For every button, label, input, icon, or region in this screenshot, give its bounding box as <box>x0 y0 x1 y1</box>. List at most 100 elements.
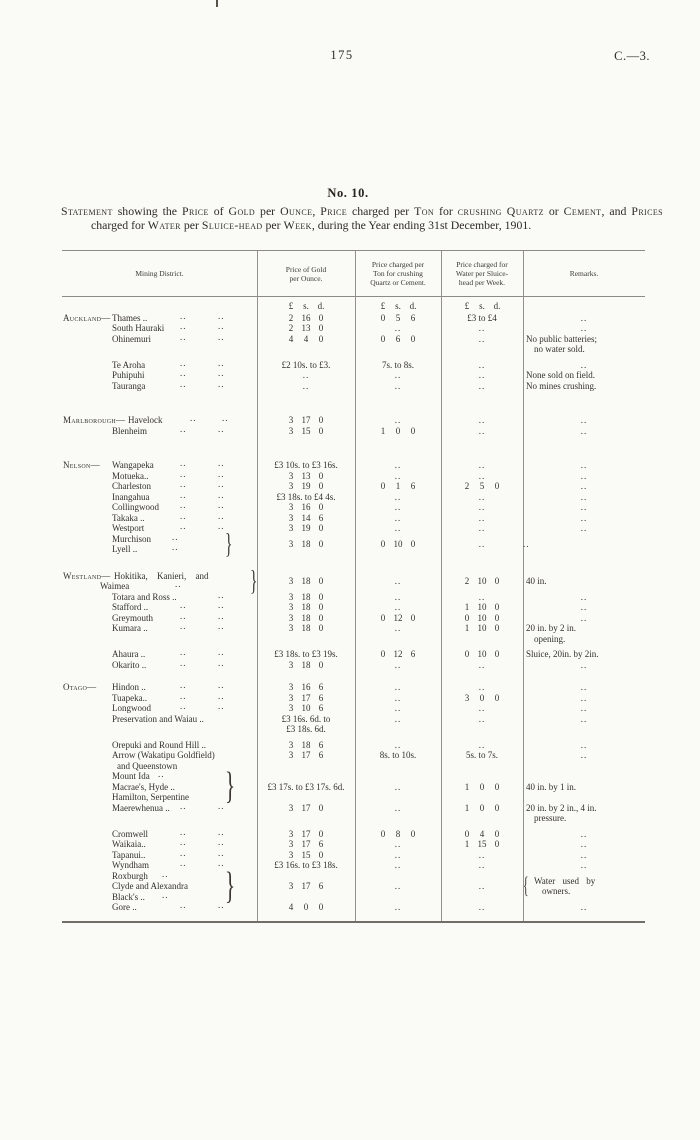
mining-district-cell: Stafford ...... <box>62 600 257 613</box>
leader-dots: .. <box>218 521 225 531</box>
money-part: 0 <box>494 623 500 633</box>
money-triplet: 0 10 0 <box>376 539 421 550</box>
district-line: Hamilton, Serpentine <box>62 792 257 803</box>
money-part: 10 <box>301 703 311 713</box>
gold-price-cell: 3 16 0 <box>257 502 355 513</box>
remarks-cell: .. <box>523 513 645 524</box>
money-part: 17 <box>301 750 311 760</box>
money-part: 0 <box>395 425 401 436</box>
mining-district-cell: Orepuki and Round Hill .. <box>62 740 257 751</box>
remarks-cell: .. <box>523 502 645 513</box>
cell-value: .. <box>394 470 402 481</box>
ton-price-cell: 8s. to 10s. <box>355 750 441 771</box>
leader-dots: .. <box>180 600 187 610</box>
money-part: 6 <box>318 750 324 760</box>
money-part: 2 <box>464 481 470 491</box>
cell-value: .. <box>394 802 402 813</box>
remarks-brace-block: {Water used by owners. <box>523 874 595 897</box>
district-line: Okarito ...... <box>62 658 257 671</box>
district-line: Orepuki and Round Hill .. <box>62 740 257 751</box>
cell-value: .. <box>580 481 588 491</box>
cell-value: .. <box>394 370 402 380</box>
cell-value: .. <box>478 703 486 713</box>
money-part: 6 <box>318 692 324 703</box>
leader-dots: .. <box>218 510 225 521</box>
district-line: Greymouth.... <box>62 611 257 624</box>
money-part: 0 <box>380 312 386 323</box>
money-part: 0 <box>380 612 386 623</box>
money-part: 18 <box>301 538 311 549</box>
money-part: 10 <box>477 623 487 633</box>
district-line: Motueka...... <box>62 469 257 482</box>
cell-value: .. <box>394 491 402 502</box>
cell-value: .. <box>580 425 588 436</box>
water-price-cell: 1 10 0 <box>441 602 523 613</box>
water-price-cell: 0 10 0 <box>441 649 523 660</box>
money-part: 0 <box>494 649 500 659</box>
money-part: d. <box>317 301 325 311</box>
district-label: Auckland— <box>63 312 111 323</box>
leader-dots: .. <box>180 510 187 521</box>
leader-dots: .. <box>218 321 225 331</box>
leader-dots: .. <box>180 847 187 858</box>
remarks-cell: .. <box>523 592 645 603</box>
place-name: Kumara .. <box>112 623 148 633</box>
cell-value: .. <box>394 502 402 512</box>
money-part: 3 <box>288 502 294 512</box>
money-part: 3 <box>288 538 294 549</box>
money-part: 0 <box>479 802 485 813</box>
ton-price-cell: .. <box>355 703 441 714</box>
money-part: 6 <box>318 881 324 891</box>
district-line: Totara and Ross .... <box>62 590 257 603</box>
table-row: Ahaura ...... £3 18s. to £3 19s. 0 12 6 0 10 0 S… <box>62 647 645 660</box>
cell-value: .. <box>580 415 588 425</box>
ton-price-cell: .. <box>355 523 441 534</box>
column-rule <box>257 251 258 921</box>
cell-value: .. <box>394 380 402 391</box>
header-gold-price: Price of Gold per Ounce. <box>285 264 327 283</box>
money-part: 0 <box>410 538 416 549</box>
money-part: 0 <box>303 902 309 912</box>
ton-price-cell: .. <box>355 513 441 524</box>
cell-value: .. <box>580 828 588 839</box>
table-row: Auckland— Thames ...... 2 16 0 0 5 6 £3 to £4.. <box>62 311 645 324</box>
table-row: Totara and Ross .... 3 18 0...... <box>62 590 645 603</box>
gold-price-cell: 3 19 0 <box>257 481 355 492</box>
money-part: 17 <box>301 839 311 849</box>
water-price-cell: .. <box>441 660 523 671</box>
smallcaps-text: Ounce <box>280 204 313 218</box>
place-name: and Queenstown <box>117 760 178 771</box>
plain-text: charged for <box>91 218 148 233</box>
place-name: Macrae's, Hyde .. <box>112 781 175 792</box>
remarks-cell: .. <box>523 703 645 714</box>
place-name: Ahaura .. <box>112 649 146 659</box>
mining-district-cell: Takaka ...... <box>62 510 257 524</box>
table-row: Puhipuhi.......... None sold on field. <box>62 368 645 381</box>
cell-value: £3 16s. 6d. to <box>281 713 331 724</box>
money-part: 4 <box>479 828 485 839</box>
district-line: Waikaia...... <box>62 837 257 850</box>
money-part: 0 <box>318 425 324 436</box>
remarks-cell: .. <box>523 740 645 751</box>
gold-price-cell: 3 17 0 <box>257 829 355 840</box>
leader-dots: .. <box>180 701 187 711</box>
table-row: Tapanui...... 3 15 0...... <box>62 847 645 861</box>
money-triplet: 3 18 0 <box>257 660 355 671</box>
cell-value: .. <box>478 512 486 523</box>
money-triplet: 3 17 6 <box>257 693 355 704</box>
money-part: 19 <box>301 523 311 533</box>
gold-price-cell: .. <box>257 370 355 381</box>
ton-price-cell: .. <box>355 850 441 861</box>
district-line: Westport.... <box>62 521 257 534</box>
remarks-cell: .. <box>523 492 645 503</box>
money-part: 0 <box>494 481 500 491</box>
leader-dots: .. <box>180 321 187 331</box>
water-price-cell: .. <box>441 334 523 355</box>
cell-value: .. <box>580 692 588 703</box>
district-line: Waimea.. <box>62 579 257 592</box>
mining-district-cell: Waikaia...... <box>62 837 257 850</box>
